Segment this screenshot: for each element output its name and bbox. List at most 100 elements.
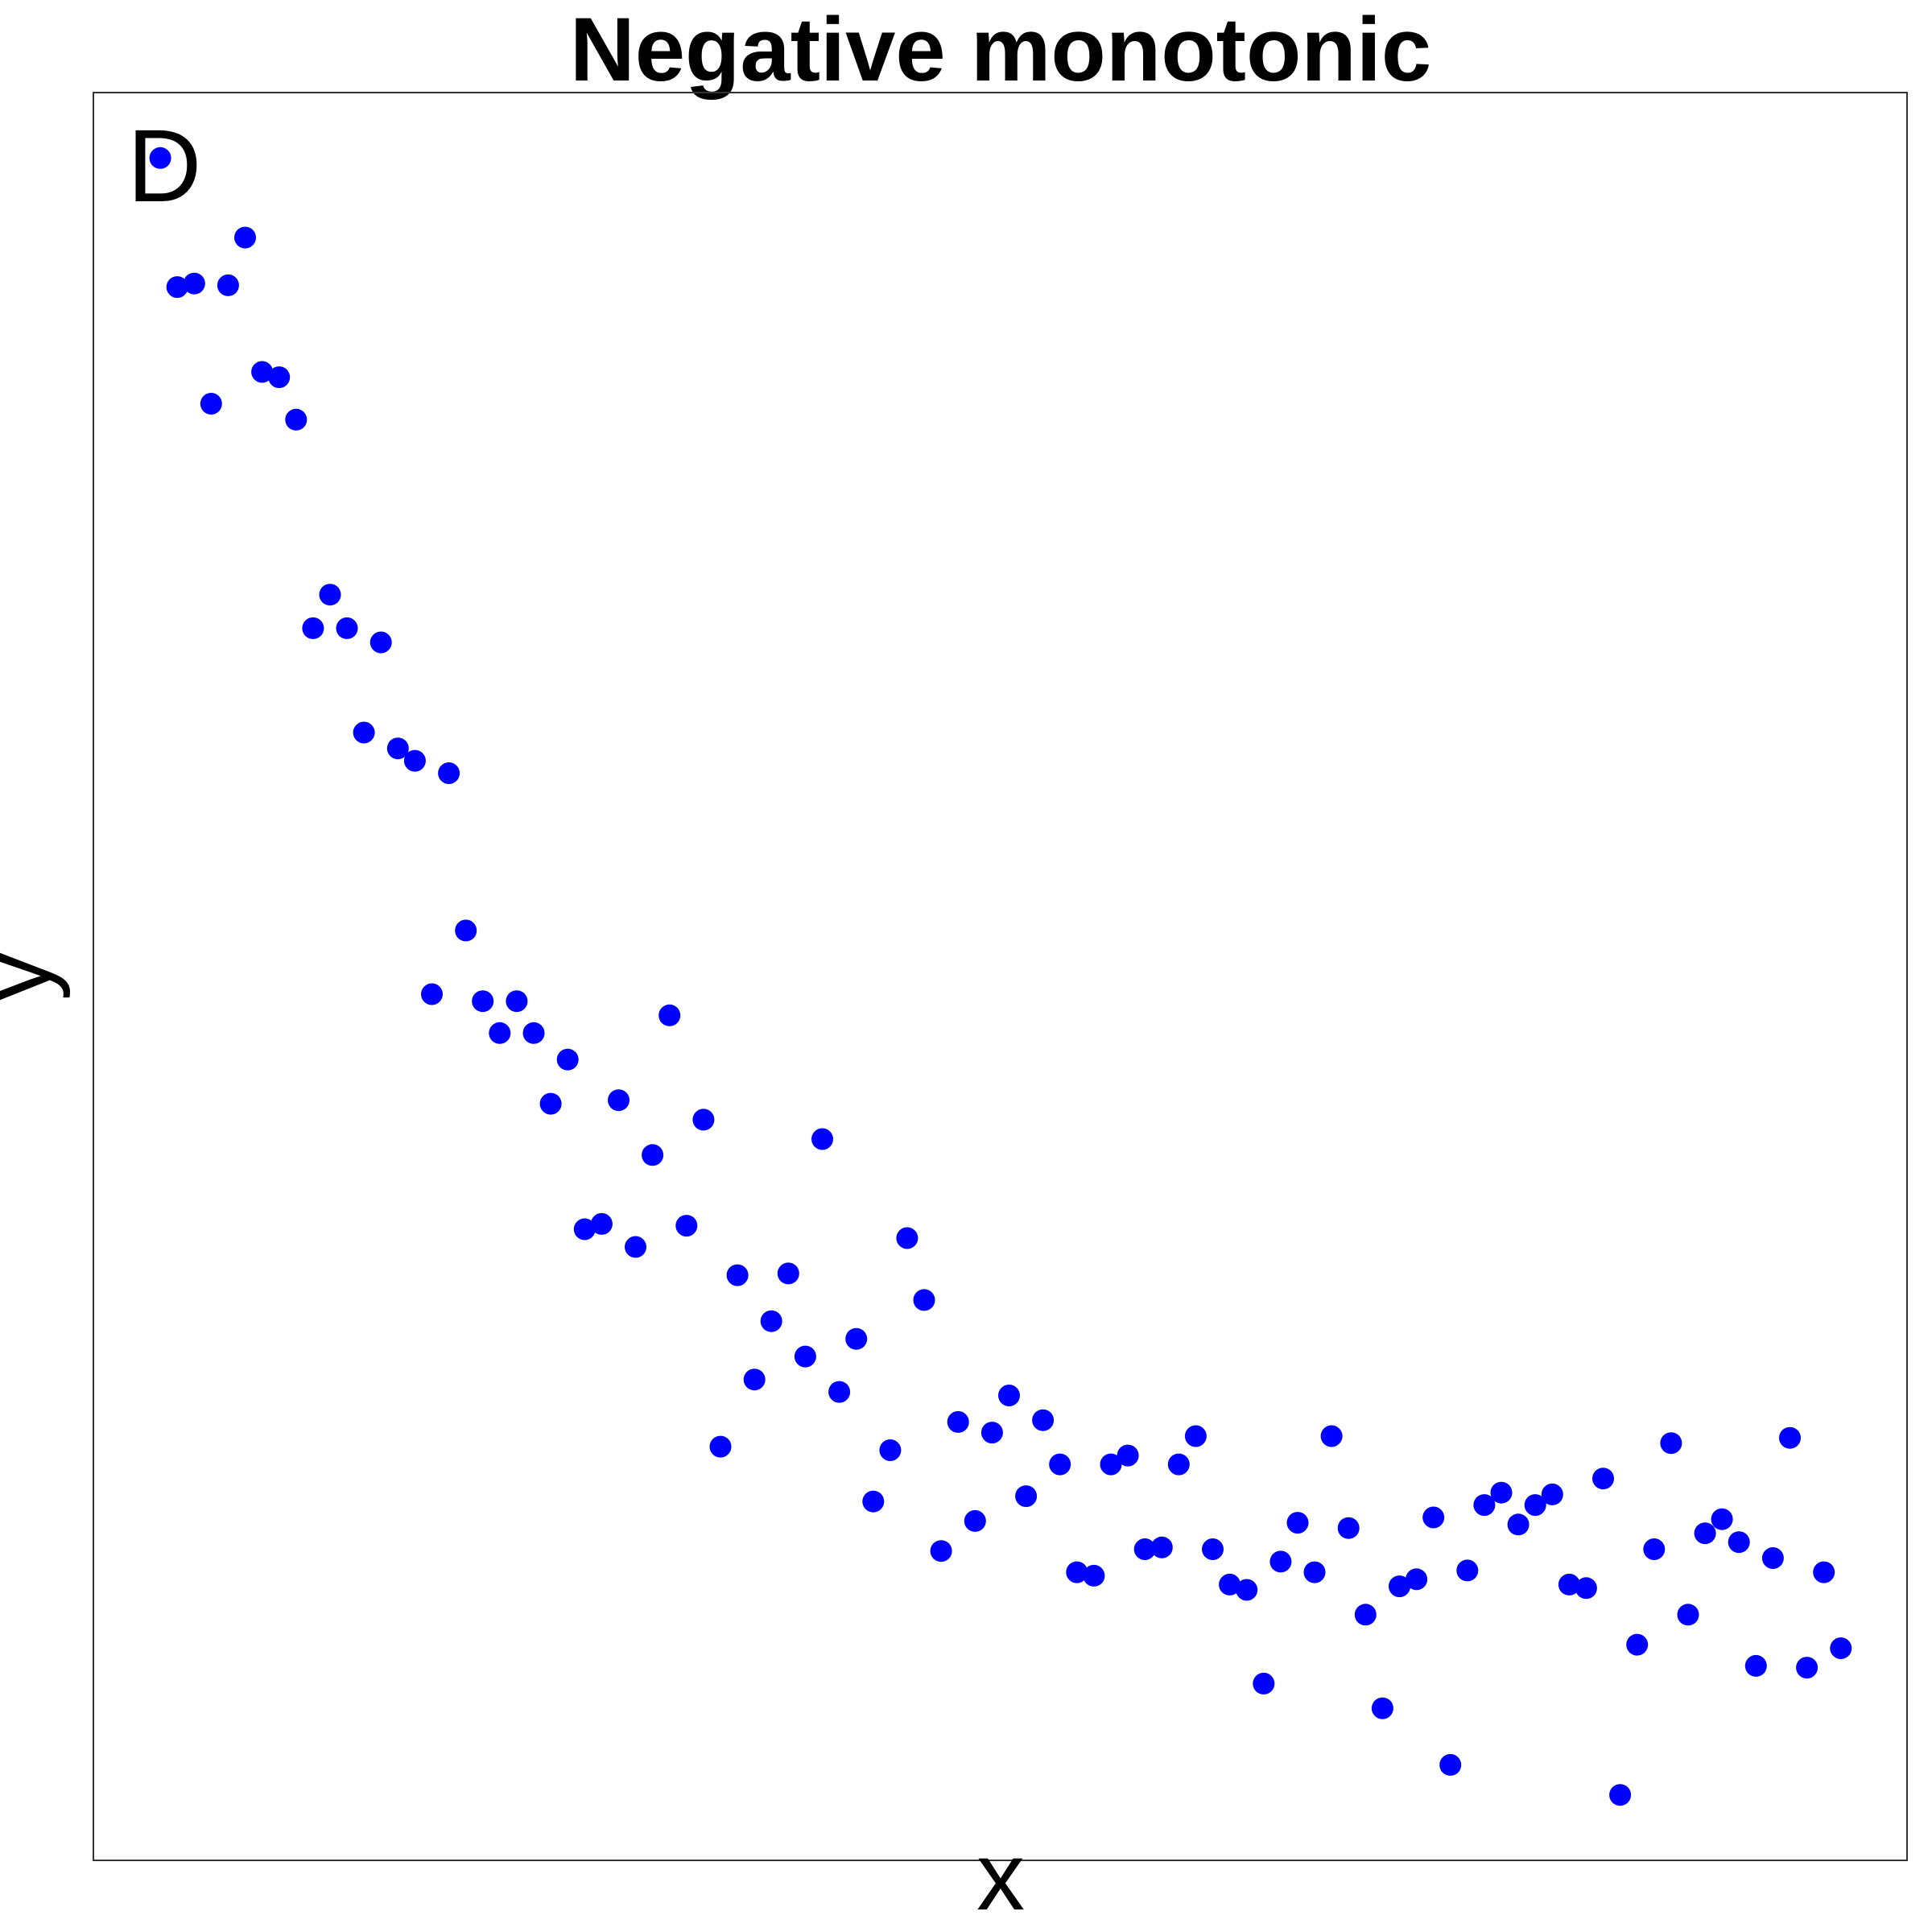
data-point (590, 1212, 613, 1235)
data-point (1490, 1481, 1513, 1504)
data-point (1117, 1444, 1139, 1467)
data-point (1371, 1697, 1393, 1719)
data-point (455, 919, 477, 942)
data-point (726, 1264, 749, 1286)
x-axis-label: x (976, 1823, 1025, 1930)
chart-title: Negative monotonic (570, 0, 1431, 100)
data-point (1779, 1426, 1801, 1449)
data-point (251, 361, 274, 383)
data-point (642, 1144, 664, 1166)
data-point (1202, 1538, 1224, 1560)
data-point (947, 1410, 969, 1433)
data-point (1728, 1531, 1750, 1554)
data-point (1032, 1409, 1055, 1431)
data-point (1083, 1564, 1105, 1587)
plot-frame (93, 92, 1908, 1861)
data-point (539, 1092, 562, 1115)
data-point (1456, 1559, 1479, 1582)
data-point (760, 1310, 782, 1332)
data-point (489, 1022, 511, 1044)
data-point (1813, 1561, 1835, 1583)
data-point (675, 1215, 698, 1237)
data-point (743, 1368, 766, 1391)
data-point (1524, 1494, 1546, 1517)
data-point (1761, 1547, 1784, 1569)
data-point (1049, 1453, 1071, 1476)
data-point (1167, 1453, 1190, 1476)
data-point (369, 631, 392, 654)
data-point (166, 276, 188, 299)
data-point (777, 1262, 799, 1285)
data-point (1643, 1538, 1666, 1560)
data-point (1389, 1575, 1410, 1598)
data-point (896, 1227, 919, 1249)
data-point (183, 272, 205, 295)
data-point (421, 983, 443, 1005)
data-point (658, 1004, 681, 1026)
data-point (794, 1345, 816, 1368)
data-point (234, 226, 256, 249)
data-point (930, 1540, 952, 1563)
data-point (1015, 1485, 1038, 1508)
data-point (1184, 1425, 1207, 1447)
data-point (1406, 1568, 1428, 1591)
data-point (1592, 1468, 1614, 1490)
data-point (1236, 1579, 1258, 1601)
data-point (472, 990, 494, 1013)
data-point (1219, 1573, 1241, 1596)
data-point (1626, 1633, 1649, 1656)
data-point (879, 1439, 902, 1461)
data-point (1473, 1494, 1496, 1517)
data-points (149, 147, 1852, 1806)
data-point (1507, 1513, 1530, 1536)
data-point (336, 617, 358, 639)
data-point (1439, 1753, 1462, 1776)
data-point (862, 1490, 885, 1513)
data-point (1830, 1637, 1852, 1659)
data-point (353, 721, 375, 744)
data-point (608, 1089, 630, 1112)
data-point (1100, 1453, 1122, 1476)
data-point (1066, 1561, 1088, 1583)
data-point (1796, 1657, 1818, 1679)
y-axis-label: y (0, 952, 71, 1001)
data-point (1269, 1550, 1292, 1573)
data-point (964, 1509, 986, 1532)
data-point (1541, 1483, 1563, 1505)
data-point (811, 1128, 833, 1150)
data-point (522, 1022, 545, 1044)
data-point (1744, 1654, 1767, 1677)
data-point (1150, 1536, 1173, 1558)
data-point (1253, 1672, 1275, 1695)
data-point (625, 1236, 646, 1258)
data-point (506, 990, 528, 1013)
data-point (1575, 1577, 1597, 1600)
data-point (573, 1218, 596, 1241)
data-point (709, 1435, 732, 1458)
data-point (1354, 1604, 1377, 1626)
data-point (1609, 1784, 1632, 1806)
data-point (438, 762, 460, 784)
data-point (285, 408, 308, 431)
data-point (403, 749, 426, 772)
data-point (1422, 1506, 1445, 1529)
data-point (149, 147, 171, 169)
data-point (692, 1108, 715, 1131)
data-point (998, 1385, 1020, 1406)
data-point (1677, 1604, 1699, 1626)
data-point (1286, 1512, 1309, 1534)
data-point (1303, 1561, 1326, 1583)
data-point (217, 274, 239, 296)
data-point (386, 737, 409, 760)
data-point (1711, 1508, 1733, 1530)
data-point (200, 393, 222, 415)
data-point (302, 617, 324, 639)
data-point (1337, 1517, 1360, 1539)
data-point (980, 1422, 1003, 1444)
data-point (1558, 1573, 1580, 1596)
data-point (1694, 1522, 1716, 1545)
data-point (319, 584, 341, 606)
data-point (913, 1289, 935, 1311)
data-point (556, 1048, 579, 1071)
